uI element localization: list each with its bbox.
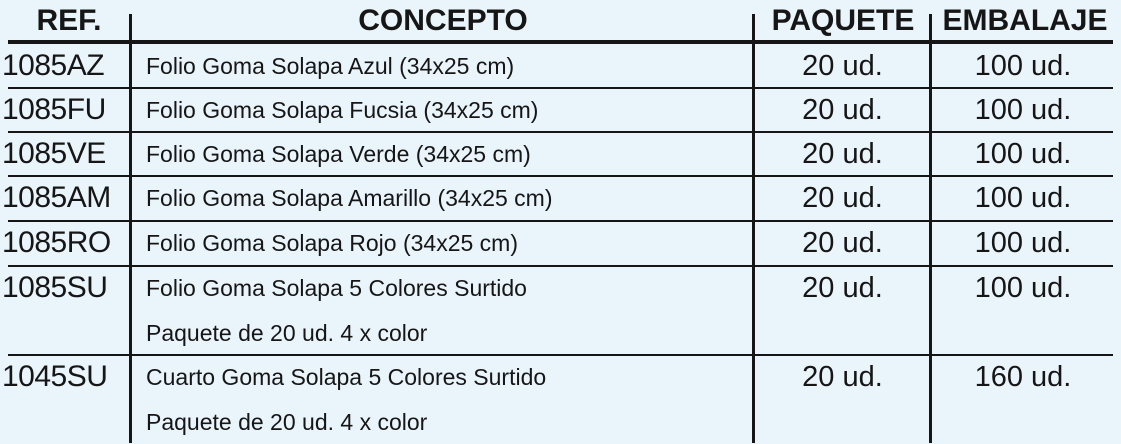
ref-cell: 1085RO	[2, 226, 111, 259]
embalaje-cell: 100 ud.	[974, 182, 1072, 214]
paquete-cell: 20 ud.	[802, 50, 883, 82]
header-concepto: CONCEPTO	[358, 4, 528, 37]
embalaje-cell: 100 ud.	[974, 50, 1072, 82]
row-separator	[8, 175, 1113, 177]
ref-cell: 1085FU	[2, 93, 106, 126]
header-embalaje: EMBALAJE	[942, 4, 1108, 37]
ref-cell: 1085AM	[2, 181, 111, 214]
embalaje-cell: 100 ud.	[974, 138, 1072, 170]
concepto-cell: Folio Goma Solapa Fucsia (34x25 cm)	[146, 97, 539, 123]
embalaje-cell: 100 ud.	[974, 94, 1072, 126]
paquete-cell: 20 ud.	[802, 182, 883, 214]
concepto-cell: Folio Goma Solapa Amarillo (34x25 cm)	[146, 185, 553, 211]
concepto-cell: Paquete de 20 ud. 4 x color	[146, 320, 428, 346]
row-separator	[8, 265, 1113, 267]
row-separator	[8, 131, 1113, 133]
concepto-cell: Folio Goma Solapa 5 Colores Surtido	[146, 275, 527, 301]
header-paquete: PAQUETE	[771, 4, 915, 37]
ref-cell: 1045SU	[2, 360, 108, 393]
paquete-cell: 20 ud.	[802, 227, 883, 259]
ref-cell: 1085SU	[2, 271, 108, 304]
embalaje-cell: 100 ud.	[974, 272, 1072, 304]
embalaje-cell: 160 ud.	[974, 361, 1072, 393]
column-divider-2	[752, 14, 755, 443]
row-separator	[8, 354, 1113, 356]
concepto-cell: Folio Goma Solapa Rojo (34x25 cm)	[146, 230, 518, 256]
paquete-cell: 20 ud.	[802, 361, 883, 393]
embalaje-cell: 100 ud.	[974, 227, 1072, 259]
ref-cell: 1085AZ	[2, 49, 105, 82]
paquete-cell: 20 ud.	[802, 138, 883, 170]
header-ref: REF.	[36, 4, 102, 37]
concepto-cell: Cuarto Goma Solapa 5 Colores Surtido	[146, 364, 547, 390]
paquete-cell: 20 ud.	[802, 94, 883, 126]
column-divider-1	[129, 14, 132, 443]
concepto-cell: Folio Goma Solapa Verde (34x25 cm)	[146, 141, 531, 167]
paquete-cell: 20 ud.	[802, 272, 883, 304]
column-divider-3	[929, 14, 932, 443]
concepto-cell: Folio Goma Solapa Azul (34x25 cm)	[146, 53, 515, 79]
row-separator	[8, 220, 1113, 222]
header-divider	[8, 40, 1113, 44]
ref-cell: 1085VE	[2, 137, 106, 170]
row-separator	[8, 87, 1113, 89]
concepto-cell: Paquete de 20 ud. 4 x color	[146, 409, 428, 435]
